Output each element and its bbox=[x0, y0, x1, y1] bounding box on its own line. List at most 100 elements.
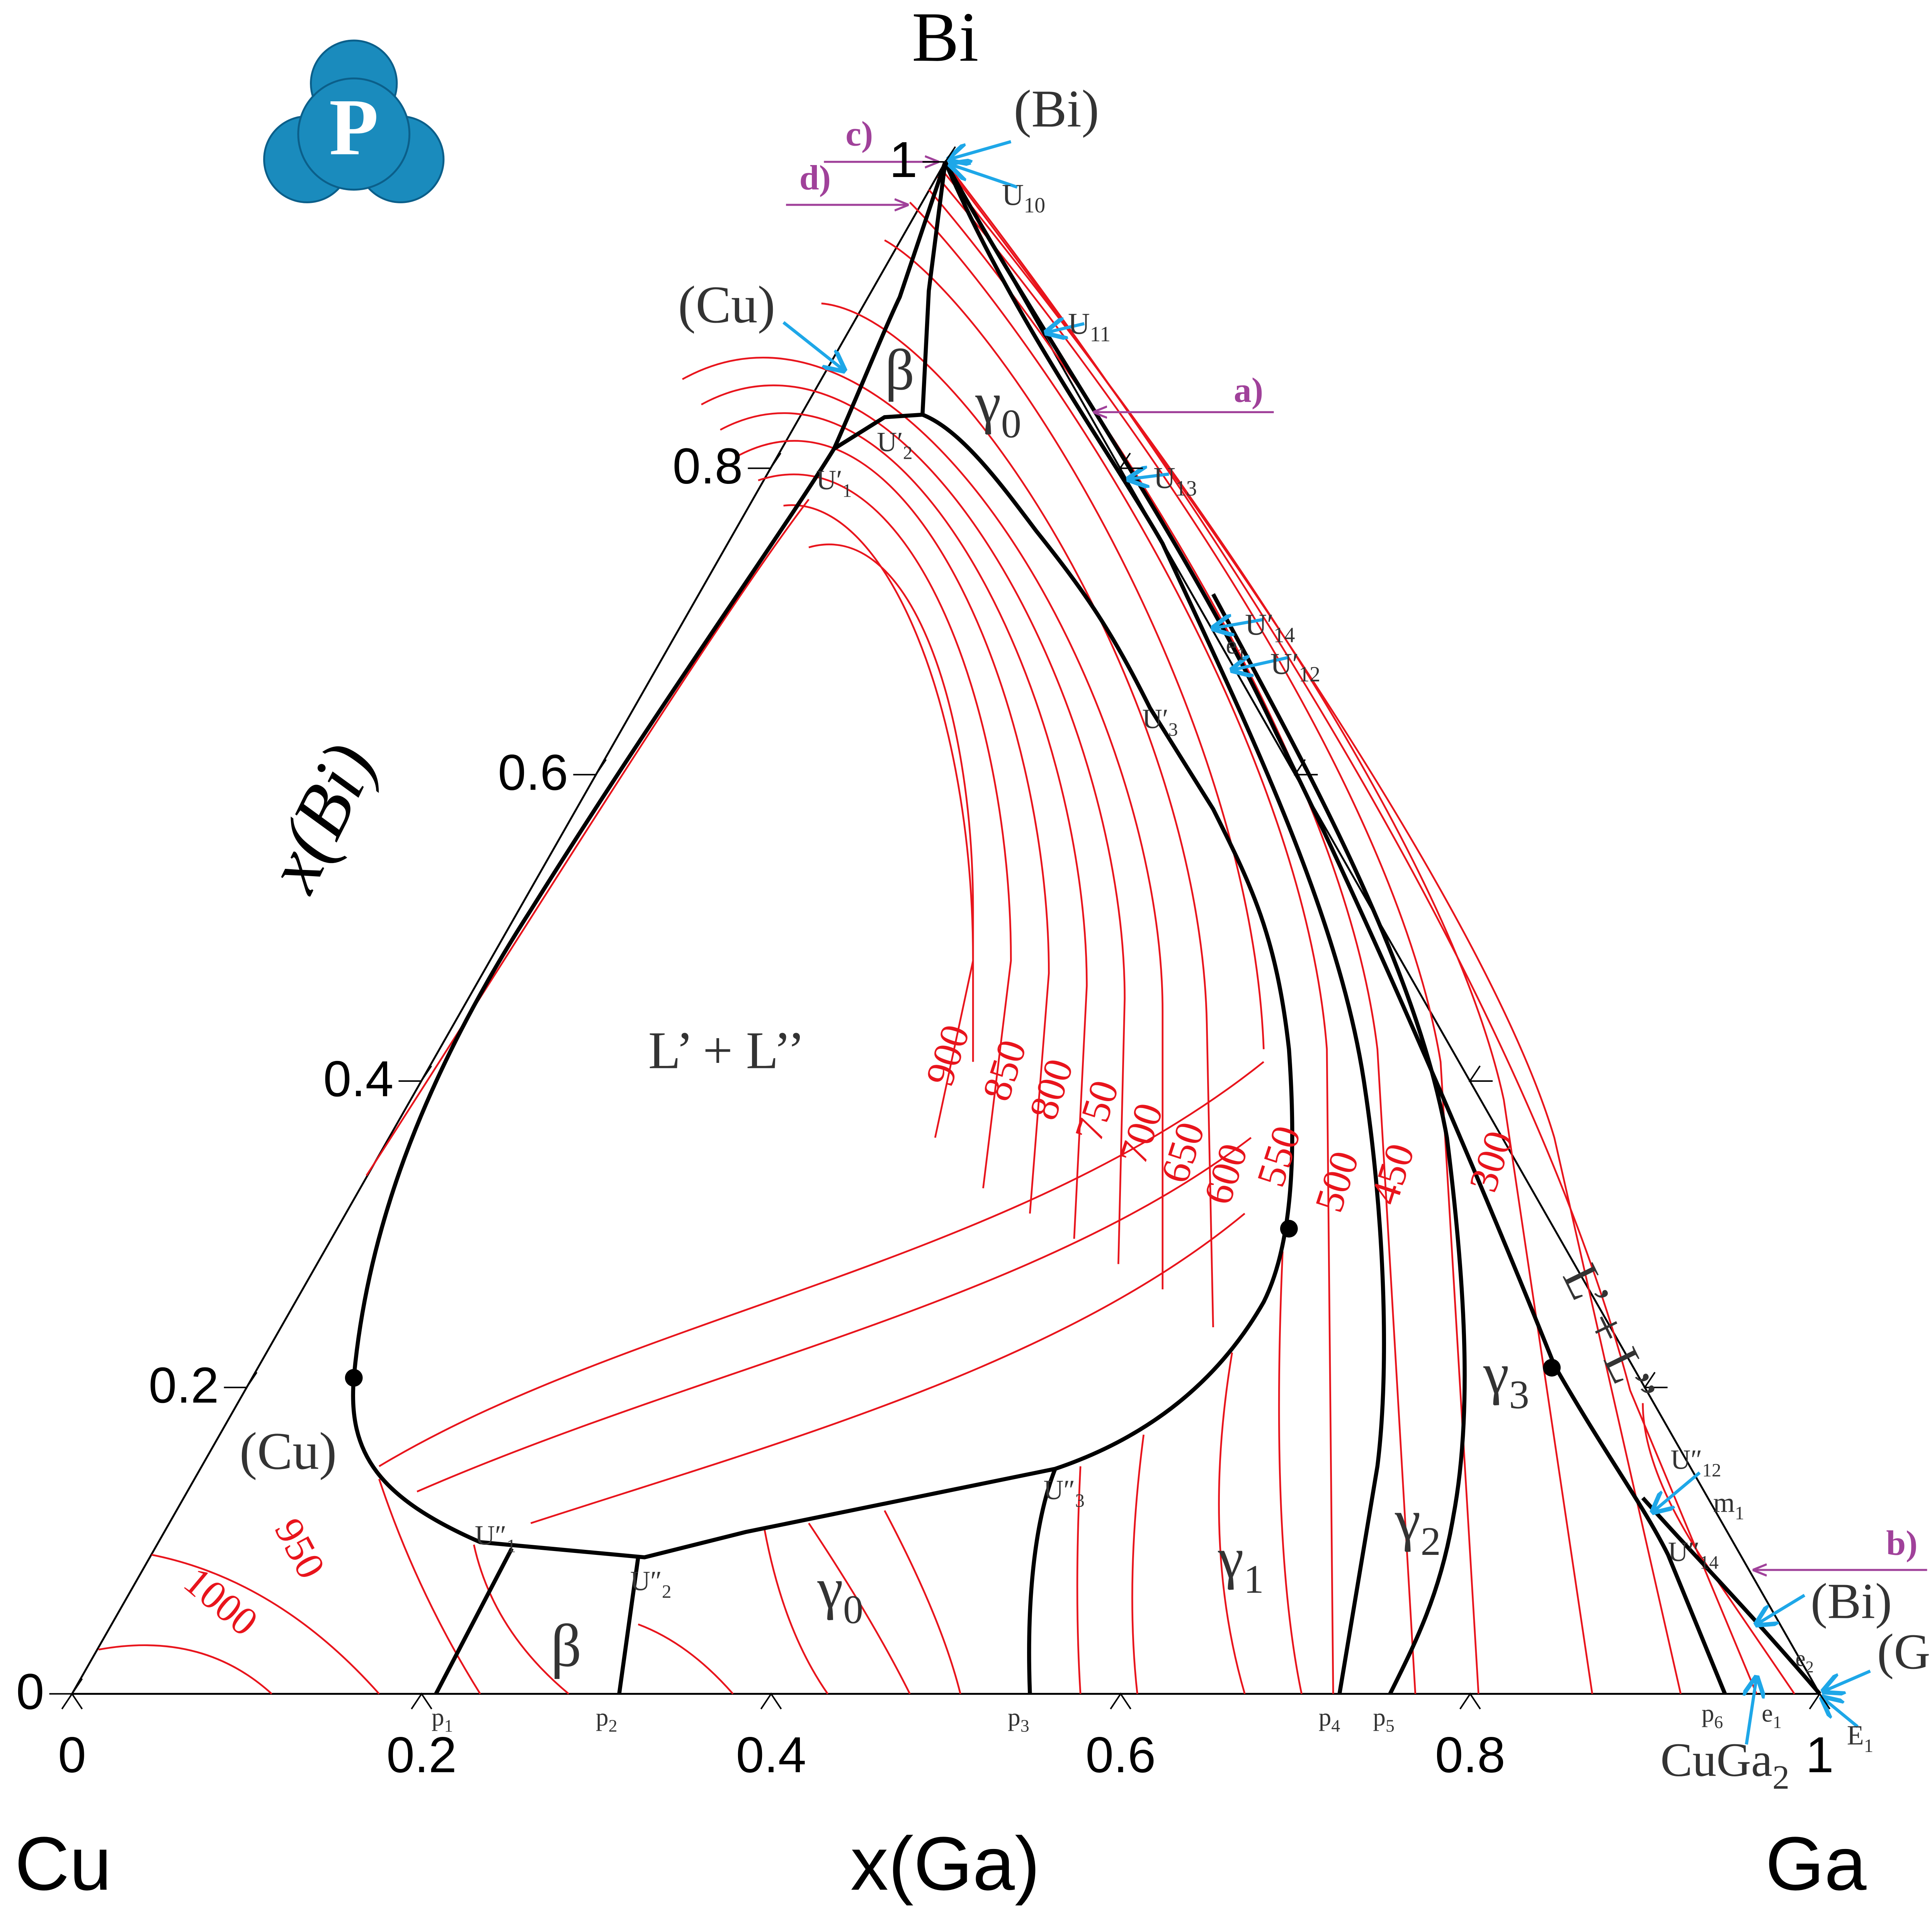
label-text: p bbox=[1373, 1703, 1386, 1731]
label-subscript: 1 bbox=[842, 480, 852, 501]
label-text: p bbox=[596, 1703, 609, 1731]
label-text: (Ga) bbox=[1877, 1624, 1932, 1680]
left-tick-label: 1 bbox=[889, 131, 918, 188]
label-text: U″ bbox=[1043, 1474, 1075, 1505]
label-text: U″ bbox=[475, 1520, 507, 1551]
bottom-tick-label: 0 bbox=[58, 1726, 86, 1783]
tick-mark bbox=[1809, 1692, 1831, 1709]
label: U′2 bbox=[877, 427, 912, 463]
label-text: γ bbox=[1483, 1341, 1509, 1406]
bottom-tick-label: 0.4 bbox=[736, 1726, 806, 1783]
label-text: U′ bbox=[816, 465, 842, 495]
label: U10 bbox=[1002, 178, 1045, 218]
label-text: e bbox=[1762, 1699, 1773, 1727]
tick-mark bbox=[1119, 453, 1143, 469]
label: U11 bbox=[1068, 307, 1111, 347]
tick-mark bbox=[1643, 1372, 1668, 1388]
label-subscript: 10 bbox=[1024, 194, 1046, 218]
label-text: U′ bbox=[1142, 703, 1168, 734]
label: U″12 bbox=[1670, 1444, 1721, 1481]
label-text: U′ bbox=[1245, 608, 1274, 641]
label-text: (Bi) bbox=[1014, 79, 1099, 138]
label-text: p bbox=[1008, 1703, 1020, 1731]
logo bbox=[263, 39, 445, 203]
isotherm-lines bbox=[98, 161, 1795, 1695]
label: CuGa2 bbox=[1660, 1733, 1789, 1796]
tick-mark bbox=[1293, 759, 1318, 776]
label-subscript: 1 bbox=[1735, 1502, 1745, 1524]
label: e1 bbox=[1762, 1699, 1782, 1732]
left-tick-label: 0 bbox=[16, 1663, 44, 1720]
label-text: γ bbox=[817, 1556, 843, 1621]
corner-label: Cu bbox=[15, 1821, 112, 1906]
label: γ0 bbox=[975, 370, 1021, 446]
isotherm-label: 300 bbox=[1460, 1125, 1522, 1197]
label-subscript: 2 bbox=[1772, 1759, 1789, 1796]
tick-mark bbox=[411, 1692, 432, 1709]
label-text: U bbox=[1068, 307, 1090, 341]
label: e1 bbox=[1226, 632, 1246, 664]
label-text: γ bbox=[975, 370, 1001, 435]
label-text: p bbox=[1319, 1703, 1332, 1731]
corner-label: Bi bbox=[912, 0, 979, 76]
axis-title: x(Ga) bbox=[850, 1821, 1040, 1906]
label-subscript: 2 bbox=[1806, 1658, 1814, 1676]
label: L’ + L’’ bbox=[648, 1021, 805, 1080]
label-subscript: 2 bbox=[662, 1581, 672, 1602]
label-text: e bbox=[1226, 632, 1237, 659]
label: γ2 bbox=[1395, 1488, 1441, 1564]
label: γ3 bbox=[1483, 1341, 1529, 1417]
label-subscript: 13 bbox=[1175, 477, 1197, 501]
label: E1 bbox=[1847, 1720, 1873, 1756]
label: m1 bbox=[1713, 1487, 1745, 1524]
label-text: U″ bbox=[1670, 1444, 1702, 1475]
tick-mark bbox=[398, 1065, 432, 1082]
label: p1 bbox=[432, 1703, 453, 1735]
label-text: (Cu) bbox=[678, 275, 776, 334]
tick-mark bbox=[224, 1372, 258, 1388]
tick-mark bbox=[1459, 1692, 1481, 1709]
label: β bbox=[551, 1612, 582, 1679]
bottom-tick-label: 1 bbox=[1806, 1726, 1834, 1783]
label-text: (Cu) bbox=[240, 1422, 337, 1480]
label-subscript: 3 bbox=[1020, 1716, 1029, 1736]
label-subscript: 4 bbox=[1331, 1716, 1340, 1736]
label-text: E bbox=[1847, 1720, 1864, 1750]
label-subscript: 3 bbox=[1509, 1372, 1529, 1417]
pointer-arrows bbox=[782, 140, 1927, 1745]
label: U″3 bbox=[1043, 1474, 1084, 1511]
label-subscript: 2 bbox=[903, 442, 913, 463]
left-tick-label: 0.2 bbox=[149, 1357, 219, 1413]
label: γ1 bbox=[1218, 1526, 1264, 1602]
section-marker: d) bbox=[799, 158, 831, 197]
axis-title: x(Bi) bbox=[250, 730, 392, 904]
label-subscript: 0 bbox=[843, 1587, 863, 1632]
left-tick-label: 0.4 bbox=[323, 1050, 394, 1107]
isotherm-label: 900 bbox=[917, 1019, 978, 1091]
label: U′14 bbox=[1245, 608, 1295, 647]
left-tick-label: 0.6 bbox=[498, 744, 568, 801]
label: U′12 bbox=[1270, 647, 1320, 686]
label-subscript: 12 bbox=[1702, 1459, 1721, 1481]
label: (Bi) bbox=[1014, 79, 1099, 138]
isotherm-label: 950 bbox=[266, 1511, 334, 1586]
label: U13 bbox=[1153, 461, 1197, 501]
label-text: γ bbox=[1218, 1526, 1243, 1590]
label-subscript: 1 bbox=[444, 1716, 453, 1736]
label-text: U′ bbox=[1270, 647, 1299, 680]
label-subscript: 1 bbox=[1244, 1557, 1264, 1602]
tick-mark bbox=[760, 1692, 782, 1709]
label-text: p bbox=[432, 1703, 444, 1731]
label: p5 bbox=[1373, 1703, 1395, 1735]
tick-mark bbox=[748, 453, 782, 469]
bottom-tick-label: 0.8 bbox=[1435, 1726, 1505, 1783]
label-subscript: 1 bbox=[1864, 1735, 1874, 1756]
label-subscript: 2 bbox=[609, 1716, 617, 1736]
label: e2 bbox=[1795, 1646, 1813, 1676]
section-marker: c) bbox=[845, 114, 873, 153]
label-text: U bbox=[1002, 178, 1024, 211]
label-subscript: 3 bbox=[1075, 1490, 1085, 1511]
isotherm-label: 550 bbox=[1248, 1120, 1310, 1192]
label-subscript: 1 bbox=[1773, 1712, 1782, 1732]
label-subscript: 14 bbox=[1274, 623, 1295, 647]
